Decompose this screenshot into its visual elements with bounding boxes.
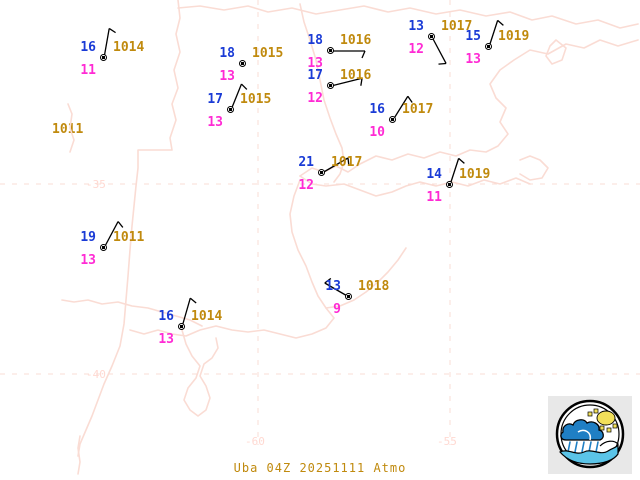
station-circle-icon <box>227 106 234 113</box>
wind-barb-icon <box>321 157 350 174</box>
station-dewpoint: 10 <box>369 125 385 140</box>
station-circle-icon <box>100 244 107 251</box>
wind-barb-icon <box>392 95 413 121</box>
wind-barb-icon <box>431 36 447 65</box>
station-pressure: 1015 <box>240 92 272 107</box>
station-pressure: 1014 <box>113 40 145 55</box>
station-temperature: 17 <box>307 68 323 83</box>
station-pressure: 1018 <box>358 279 390 294</box>
station-pressure: 1014 <box>191 309 223 324</box>
station-dewpoint: 11 <box>80 63 96 78</box>
station-pressure: 1011 <box>113 230 145 245</box>
latitude-label--40: -40 <box>86 368 106 381</box>
station-circle-icon <box>178 323 185 330</box>
station-circle-icon <box>318 169 325 176</box>
station-temperature: 16 <box>158 309 174 324</box>
station-circle-icon <box>485 43 492 50</box>
station-circle-icon <box>327 47 334 54</box>
station-pressure: 1016 <box>340 33 372 48</box>
station-temperature: 16 <box>80 40 96 55</box>
station-pressure: 1015 <box>252 46 284 61</box>
clipped-pressure-label: 1011 <box>52 122 84 137</box>
station-temperature: 13 <box>408 19 424 34</box>
longitude-label--55: -55 <box>437 435 457 448</box>
sun-icon <box>596 410 616 426</box>
station-dewpoint: 12 <box>408 42 424 57</box>
station-pressure: 1017 <box>402 102 434 117</box>
station-dewpoint: 13 <box>158 332 174 347</box>
weather-service-logo <box>548 396 632 474</box>
station-pressure: 1016 <box>340 68 372 83</box>
station-temperature: 18 <box>307 33 323 48</box>
station-pressure: 1019 <box>459 167 491 182</box>
station-circle-icon <box>345 293 352 300</box>
station-circle-icon <box>327 82 334 89</box>
station-dewpoint: 12 <box>307 91 323 106</box>
wind-barb-icon <box>331 50 366 59</box>
station-dewpoint: 12 <box>298 178 314 193</box>
station-dewpoint: 13 <box>307 56 323 71</box>
station-temperature: 17 <box>207 92 223 107</box>
station-temperature: 18 <box>219 46 235 61</box>
station-circle-icon <box>100 54 107 61</box>
wind-barb-icon <box>449 157 465 186</box>
station-temperature: 15 <box>465 29 481 44</box>
wind-barb-icon <box>103 27 116 59</box>
station-circle-icon <box>446 181 453 188</box>
station-dewpoint: 13 <box>207 115 223 130</box>
station-dewpoint: 13 <box>219 69 235 84</box>
longitude-label--60: -60 <box>245 435 265 448</box>
station-circle-icon <box>389 116 396 123</box>
station-temperature: 13 <box>325 279 341 294</box>
wind-barb-icon <box>488 19 504 48</box>
station-dewpoint: 13 <box>80 253 96 268</box>
station-temperature: 14 <box>426 167 442 182</box>
latitude-label--35: -35 <box>86 178 106 191</box>
station-dewpoint: 9 <box>333 302 341 317</box>
station-dewpoint: 13 <box>465 52 481 67</box>
station-pressure: 1017 <box>331 155 363 170</box>
station-circle-icon <box>239 60 246 67</box>
wind-barb-icon <box>103 221 124 249</box>
map-caption: Uba 04Z 20251111 Atmo <box>233 461 407 475</box>
station-temperature: 21 <box>298 155 314 170</box>
station-temperature: 16 <box>369 102 385 117</box>
station-dewpoint: 11 <box>426 190 442 205</box>
station-temperature: 19 <box>80 230 96 245</box>
station-pressure: 1017 <box>441 19 473 34</box>
station-pressure: 1019 <box>498 29 530 44</box>
wind-barb-icon <box>330 77 363 87</box>
station-circle-icon <box>428 33 435 40</box>
rain-icon <box>567 441 599 453</box>
wind-barb-icon <box>230 83 248 111</box>
wind-barb-icon <box>181 297 197 328</box>
wind-barb-icon <box>324 277 350 298</box>
wave-icon <box>559 440 619 465</box>
